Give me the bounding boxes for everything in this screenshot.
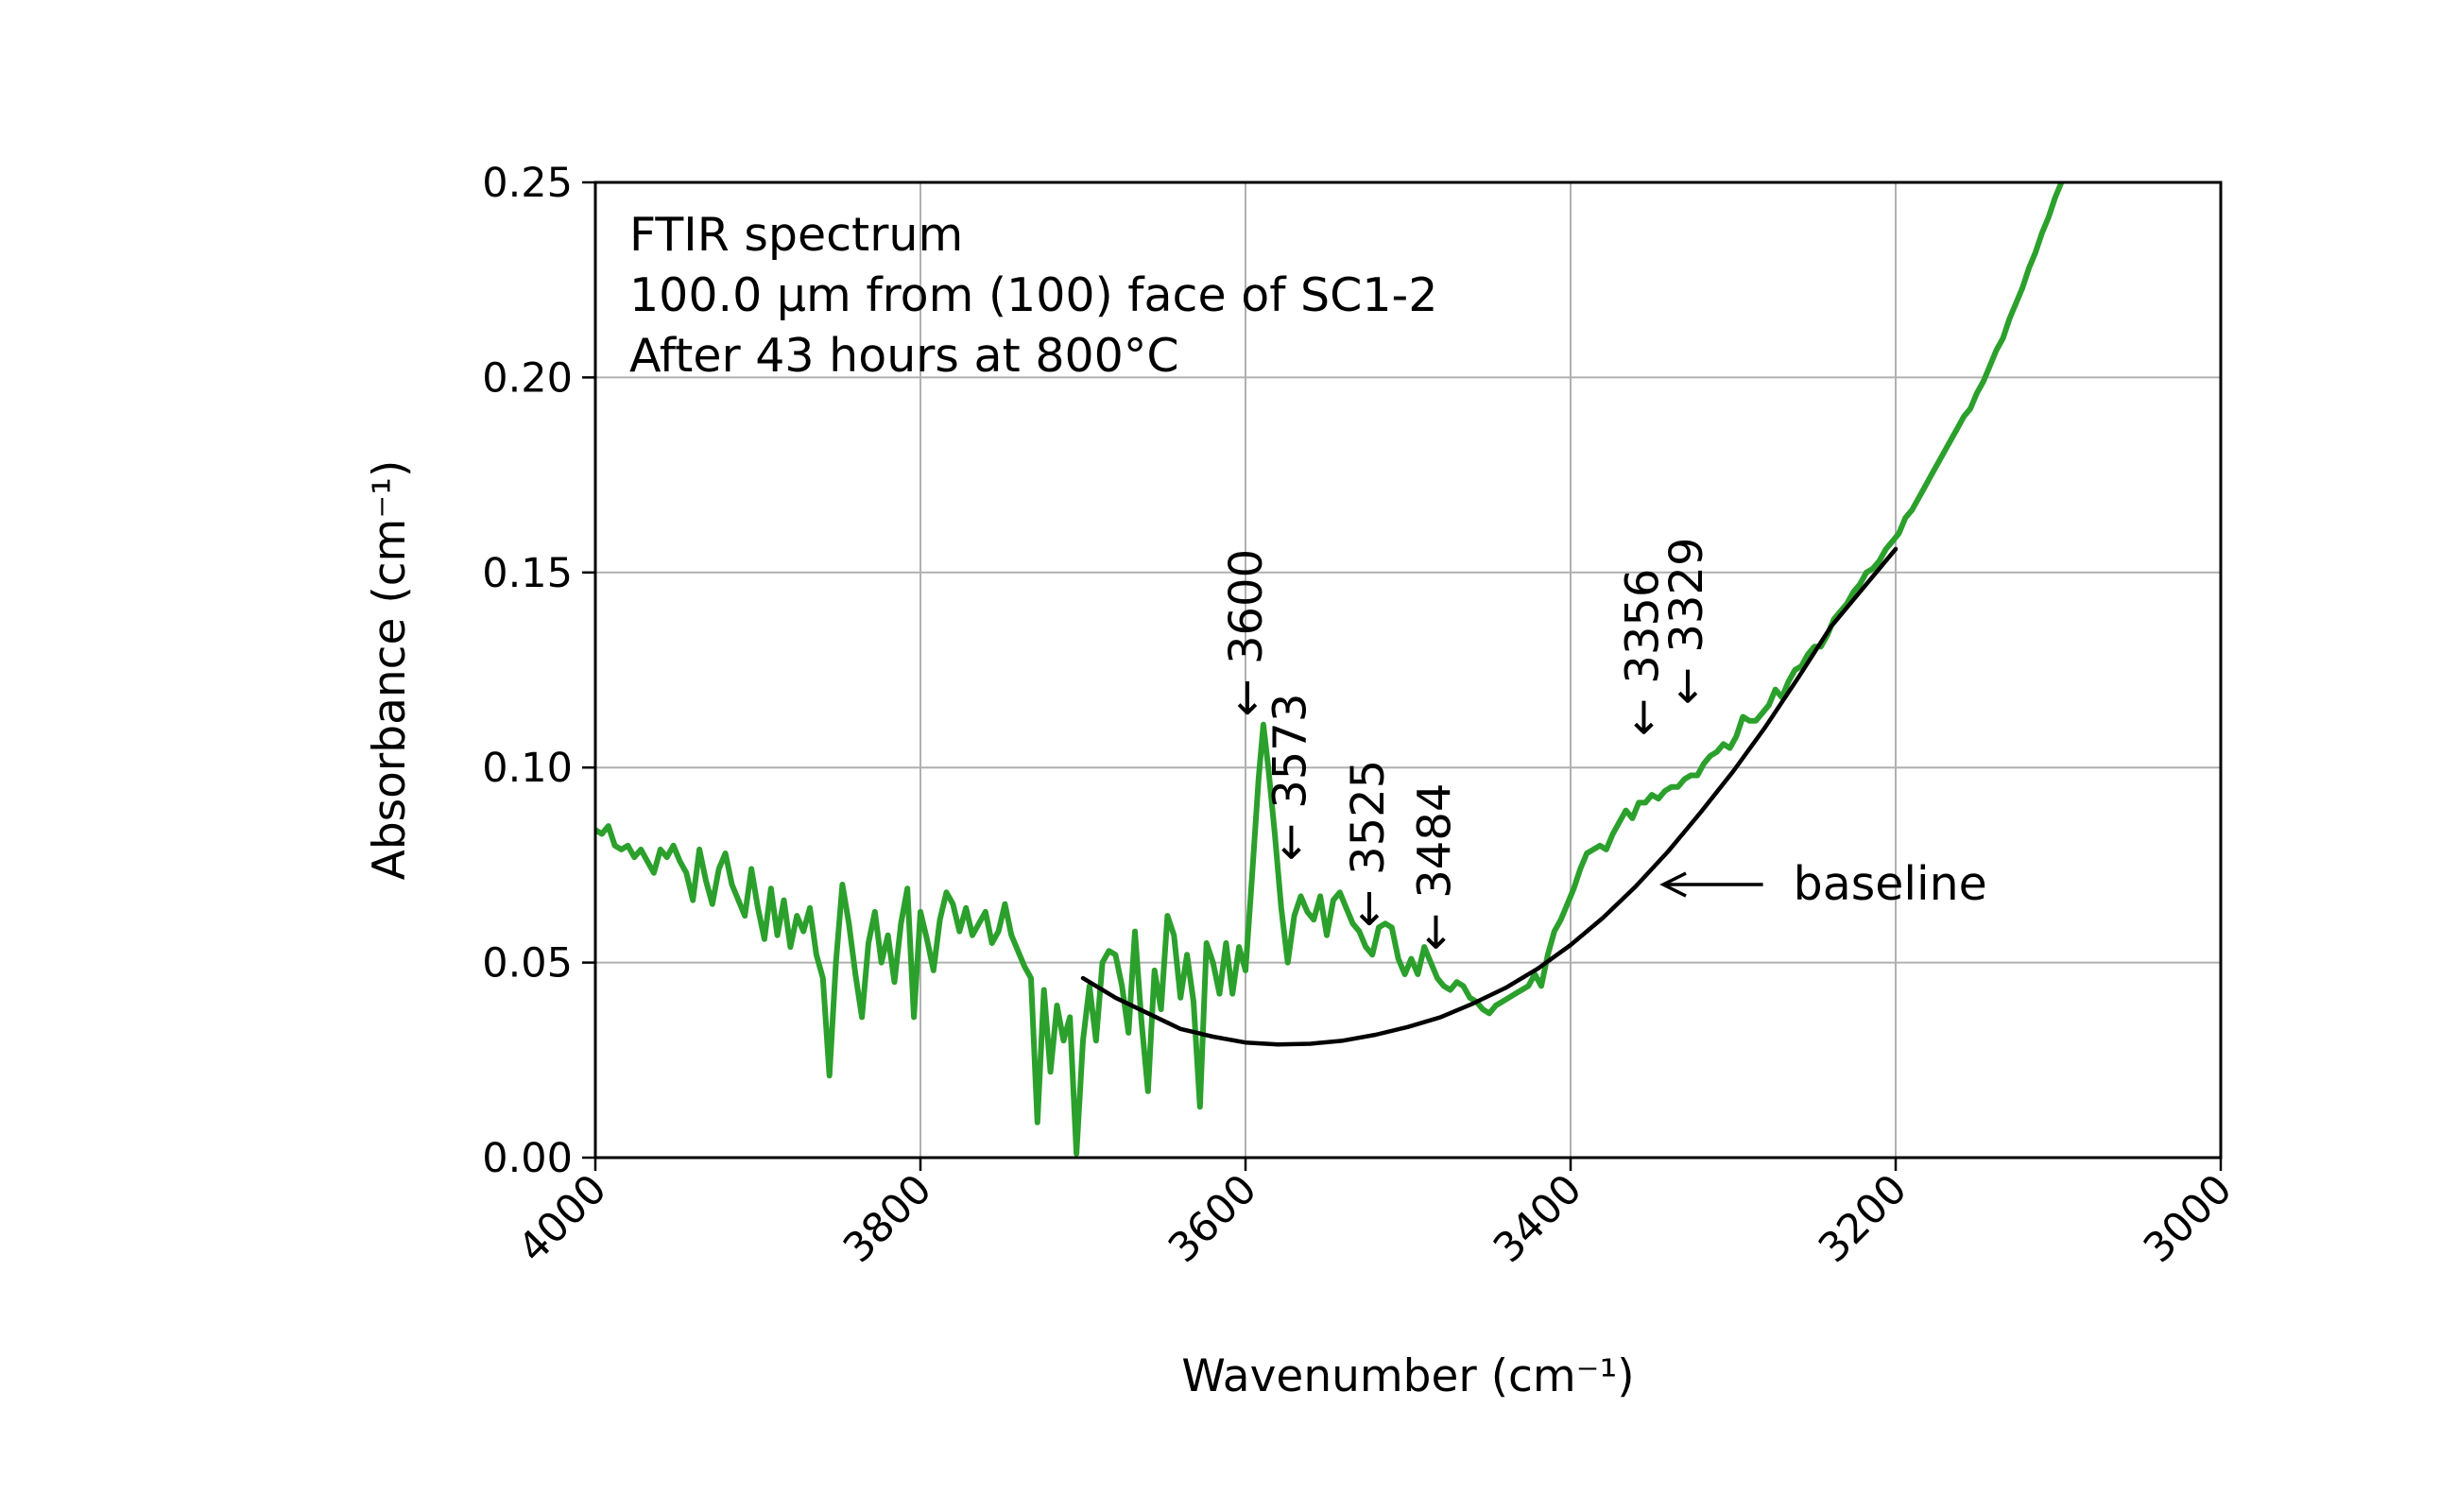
peak-value: 3525 [1342, 760, 1395, 875]
y-tick-label-0.20: 0.20 [482, 354, 573, 402]
peak-label-text-3329: ← 3329 [1660, 538, 1713, 706]
plot-frame [593, 180, 2223, 1160]
peak-arrow-icon: ← [1220, 664, 1273, 716]
peak-label-text-3600: ← 3600 [1220, 549, 1273, 717]
peak-arrow-icon: ← [1617, 684, 1670, 736]
y-tick-label-0.00: 0.00 [482, 1135, 573, 1182]
y-tick-label-0.10: 0.10 [482, 745, 573, 792]
peak-value: 3356 [1617, 569, 1670, 684]
peak-arrow-icon: ← [1263, 809, 1316, 861]
series-layer [595, 182, 2065, 1157]
peak-value: 3600 [1220, 549, 1273, 664]
y-tick-label-0.15: 0.15 [482, 550, 573, 597]
peak-label-3600: ← 3600 [1220, 549, 1273, 717]
y-axis-label: Absorbance (cm⁻¹) [364, 460, 416, 881]
peak-value: 3329 [1660, 538, 1713, 653]
peak-label-text-3356: ← 3356 [1617, 569, 1670, 737]
peak-arrow-icon: ← [1660, 653, 1713, 705]
callout-text: baseline [1794, 857, 1987, 911]
peak-value: 3573 [1263, 694, 1316, 809]
peak-label-3484: ← 3484 [1409, 783, 1462, 952]
peak-label-text-3573: ← 3573 [1263, 694, 1316, 862]
x-axis-label: Wavenumber (cm⁻¹) [1181, 1350, 1634, 1402]
peak-label-3329: ← 3329 [1660, 538, 1713, 706]
annotation-line-1: FTIR spectrum [629, 208, 963, 262]
y-tick-label-0.25: 0.25 [482, 160, 573, 207]
y-tick-label-0.05: 0.05 [482, 940, 573, 988]
baseline-callout: baseline [1659, 857, 1987, 911]
annotation-text-box: FTIR spectrum 100.0 μm from (100) face o… [629, 208, 1437, 383]
baseline-line [1080, 546, 1899, 1047]
peak-arrow-icon: ← [1409, 899, 1462, 951]
callout-arrow-head-icon [1659, 871, 1687, 898]
annotation-line-3: After 43 hours at 800°C [629, 329, 1179, 383]
peak-label-text-3525: ← 3525 [1342, 760, 1395, 928]
grid-lines [595, 182, 2221, 1158]
peak-label-text-3484: ← 3484 [1409, 783, 1462, 952]
peak-label-3525: ← 3525 [1342, 760, 1395, 928]
annotation-layer: ← 3600← 3573← 3525← 3484← 3356← 3329base… [1220, 538, 1987, 952]
peak-value: 3484 [1409, 783, 1462, 899]
peak-label-3573: ← 3573 [1263, 694, 1316, 862]
annotation-line-2: 100.0 μm from (100) face of SC1-2 [629, 268, 1437, 322]
peak-arrow-icon: ← [1342, 875, 1395, 927]
peak-label-3356: ← 3356 [1617, 569, 1670, 737]
